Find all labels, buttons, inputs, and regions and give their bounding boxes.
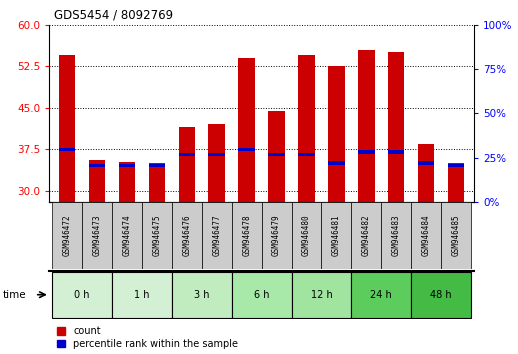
Text: GDS5454 / 8092769: GDS5454 / 8092769: [54, 9, 174, 22]
Text: 1 h: 1 h: [134, 290, 150, 300]
Bar: [89, 164, 105, 167]
Text: GSM946480: GSM946480: [302, 215, 311, 256]
Bar: [172, 202, 202, 269]
Bar: [82, 202, 112, 269]
Bar: [321, 202, 351, 269]
Text: GSM946484: GSM946484: [422, 215, 430, 256]
Text: GSM946477: GSM946477: [212, 215, 221, 256]
Bar: [418, 161, 434, 165]
Bar: [238, 148, 255, 151]
Bar: [172, 272, 232, 318]
Text: 3 h: 3 h: [194, 290, 209, 300]
Bar: [179, 127, 195, 202]
Bar: [232, 202, 262, 269]
Bar: [441, 202, 471, 269]
Bar: [208, 153, 225, 156]
Bar: [59, 55, 76, 202]
Text: GSM946472: GSM946472: [63, 215, 71, 256]
Text: GSM946485: GSM946485: [452, 215, 461, 256]
Bar: [119, 164, 135, 167]
Bar: [142, 202, 172, 269]
Bar: [112, 272, 172, 318]
Text: 0 h: 0 h: [75, 290, 90, 300]
Bar: [298, 153, 315, 156]
Text: 12 h: 12 h: [310, 290, 332, 300]
Bar: [268, 153, 285, 156]
Bar: [358, 150, 375, 154]
Text: GSM946481: GSM946481: [332, 215, 341, 256]
Bar: [149, 164, 165, 167]
Text: GSM946473: GSM946473: [93, 215, 102, 256]
Text: GSM946478: GSM946478: [242, 215, 251, 256]
Text: GSM946483: GSM946483: [392, 215, 401, 256]
Bar: [328, 66, 344, 202]
Bar: [232, 272, 292, 318]
Bar: [448, 163, 464, 202]
Bar: [328, 161, 344, 165]
Bar: [202, 202, 232, 269]
Bar: [411, 202, 441, 269]
Bar: [89, 160, 105, 202]
Bar: [179, 153, 195, 156]
Bar: [351, 202, 381, 269]
Text: 24 h: 24 h: [370, 290, 392, 300]
Bar: [52, 272, 112, 318]
Bar: [52, 202, 82, 269]
Bar: [238, 58, 255, 202]
Bar: [262, 202, 292, 269]
Bar: [149, 163, 165, 202]
Bar: [381, 202, 411, 269]
Bar: [119, 162, 135, 202]
Text: GSM946474: GSM946474: [122, 215, 132, 256]
Legend: count, percentile rank within the sample: count, percentile rank within the sample: [56, 326, 238, 349]
Text: 6 h: 6 h: [254, 290, 269, 300]
Text: GSM946476: GSM946476: [182, 215, 191, 256]
Bar: [268, 110, 285, 202]
Bar: [298, 55, 315, 202]
Bar: [351, 272, 411, 318]
Text: GSM946479: GSM946479: [272, 215, 281, 256]
Bar: [59, 148, 76, 151]
Text: 48 h: 48 h: [430, 290, 452, 300]
Bar: [388, 150, 405, 154]
Bar: [388, 52, 405, 202]
Bar: [448, 164, 464, 167]
Bar: [112, 202, 142, 269]
Text: time: time: [3, 290, 26, 300]
Text: GSM946475: GSM946475: [152, 215, 162, 256]
Bar: [292, 272, 351, 318]
Bar: [292, 202, 321, 269]
Bar: [208, 124, 225, 202]
Bar: [418, 144, 434, 202]
Bar: [411, 272, 471, 318]
Bar: [358, 50, 375, 202]
Text: GSM946482: GSM946482: [362, 215, 371, 256]
